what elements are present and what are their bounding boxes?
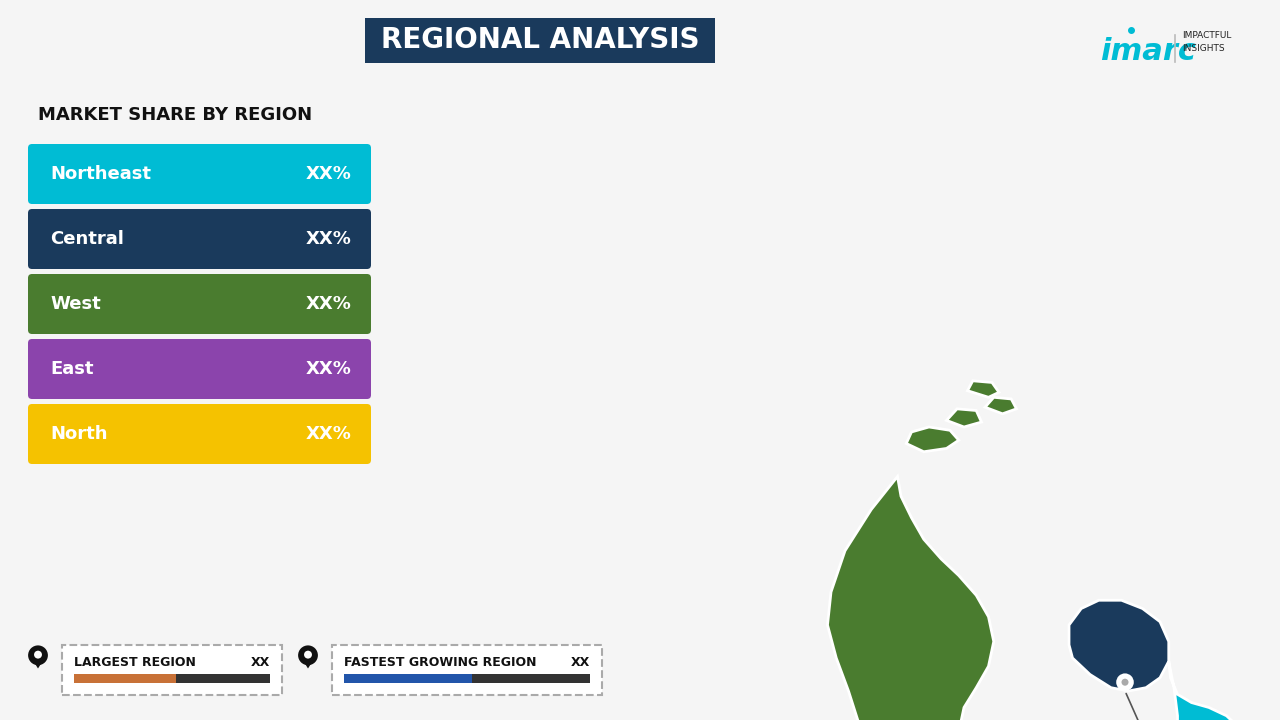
- Polygon shape: [1069, 600, 1169, 691]
- Circle shape: [298, 645, 317, 665]
- Text: FASTEST GROWING REGION: FASTEST GROWING REGION: [344, 657, 536, 670]
- Polygon shape: [1169, 661, 1265, 720]
- Text: East: East: [50, 360, 93, 378]
- Polygon shape: [946, 409, 982, 427]
- Polygon shape: [824, 477, 993, 720]
- Circle shape: [1121, 679, 1129, 685]
- Text: MARKET SHARE BY REGION: MARKET SHARE BY REGION: [38, 106, 312, 124]
- Circle shape: [35, 651, 42, 659]
- Text: REGIONAL ANALYSIS: REGIONAL ANALYSIS: [380, 27, 699, 55]
- Text: XX%: XX%: [306, 230, 352, 248]
- Text: XX: XX: [251, 657, 270, 670]
- Text: IMPACTFUL
INSIGHTS: IMPACTFUL INSIGHTS: [1181, 31, 1231, 53]
- Text: XX: XX: [571, 657, 590, 670]
- Text: West: West: [50, 295, 101, 313]
- FancyBboxPatch shape: [28, 209, 371, 269]
- Polygon shape: [968, 381, 998, 397]
- Polygon shape: [303, 661, 312, 668]
- Text: LARGEST REGION: LARGEST REGION: [74, 657, 196, 670]
- FancyBboxPatch shape: [28, 144, 371, 204]
- FancyBboxPatch shape: [365, 18, 716, 63]
- Bar: [344, 674, 590, 683]
- Text: Central: Central: [50, 230, 124, 248]
- Circle shape: [1116, 673, 1134, 691]
- Text: XX%: XX%: [306, 425, 352, 443]
- Polygon shape: [1120, 688, 1130, 693]
- Circle shape: [305, 651, 312, 659]
- Bar: [74, 674, 270, 683]
- Polygon shape: [33, 661, 42, 668]
- Text: XX%: XX%: [306, 165, 352, 183]
- Bar: [74, 674, 175, 683]
- FancyBboxPatch shape: [28, 339, 371, 399]
- Text: North: North: [50, 425, 108, 443]
- FancyBboxPatch shape: [332, 645, 602, 695]
- Polygon shape: [906, 427, 959, 451]
- FancyBboxPatch shape: [28, 404, 371, 464]
- Bar: [344, 674, 472, 683]
- Text: Central: Central: [1125, 693, 1206, 720]
- Polygon shape: [986, 397, 1016, 414]
- Circle shape: [28, 645, 47, 665]
- FancyBboxPatch shape: [28, 274, 371, 334]
- Text: Northeast: Northeast: [50, 165, 151, 183]
- Text: XX%: XX%: [306, 360, 352, 378]
- Text: XX%: XX%: [306, 295, 352, 313]
- FancyBboxPatch shape: [61, 645, 282, 695]
- Text: imarc: imarc: [1100, 37, 1196, 66]
